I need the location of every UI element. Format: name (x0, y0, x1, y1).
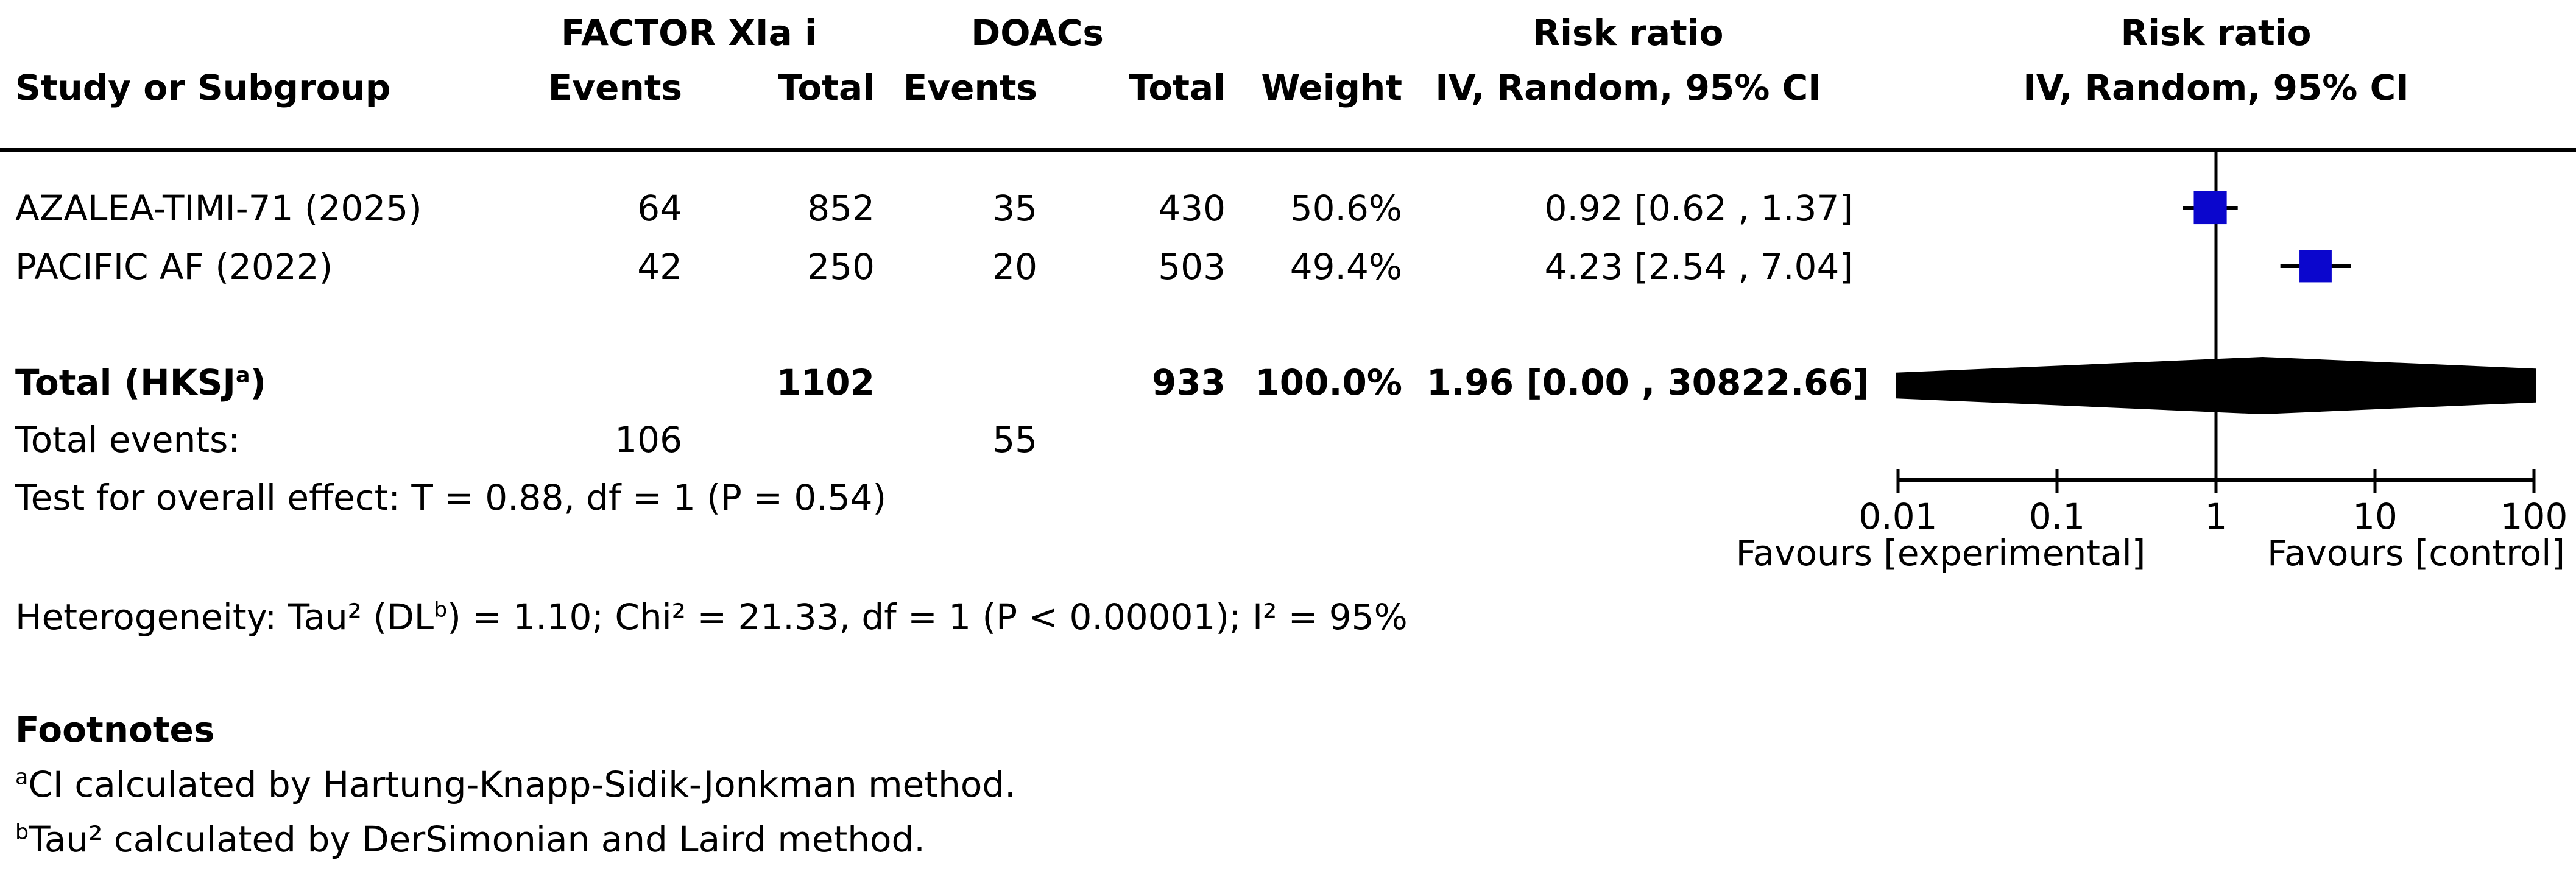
total-weight: 100.0% (1255, 362, 1402, 403)
axis-tick-label: 0.01 (1858, 496, 1938, 537)
exp-events-header: Events (548, 67, 682, 108)
total-events-ctrl: 55 (992, 419, 1037, 460)
method-column-header: IV, Random, 95% CI (1435, 67, 1821, 108)
study-marker-square (2299, 250, 2332, 283)
exp-total-header: Total (778, 67, 875, 108)
favours-control-label: Favours [control] (2267, 532, 2565, 574)
effect-column-title: Risk ratio (1533, 12, 1724, 54)
total-events-label: Total events: (15, 419, 240, 460)
footnote-a: aCI calculated by Hartung-Knapp-Sidik-Jo… (15, 764, 1016, 805)
study-name: AZALEA-TIMI-71 (2025) (15, 188, 422, 229)
exp-total-value: 852 (807, 188, 875, 229)
axis-tick-label: 10 (2352, 496, 2398, 537)
header-separator-line (0, 148, 2576, 152)
weight-header: Weight (1261, 67, 1402, 108)
total-ci-text: 1.96 [0.00 , 30822.66] (1427, 362, 1869, 403)
total-label: Total (HKSJa) (15, 362, 266, 403)
footnote-b: bTau² calculated by DerSimonian and Lair… (15, 819, 925, 860)
exp-total-value: 250 (807, 246, 875, 287)
footnotes-title: Footnotes (15, 709, 215, 750)
favours-experimental-label: Favours [experimental] (1735, 532, 2146, 574)
axis-tick-label: 100 (2500, 496, 2568, 537)
study-column-header: Study or Subgroup (15, 67, 391, 108)
effect-plot-title: Risk ratio (2120, 12, 2312, 54)
group-header-control: DOACs (971, 12, 1104, 54)
axis-tick-label: 0.1 (2028, 496, 2086, 537)
study-name: PACIFIC AF (2022) (15, 246, 333, 287)
weight-value: 49.4% (1290, 246, 1402, 287)
ctrl-total-value: 430 (1158, 188, 1226, 229)
total-events-exp: 106 (615, 419, 682, 460)
weight-value: 50.6% (1290, 188, 1402, 229)
total-exp-n: 1102 (776, 362, 875, 403)
footnote-marker-b: b (15, 820, 29, 845)
exp-events-value: 64 (637, 188, 682, 229)
group-header-experimental: FACTOR XIa i (561, 12, 817, 54)
ci-text-value: 0.92 [0.62 , 1.37] (1544, 188, 1853, 229)
ctrl-events-value: 35 (992, 188, 1037, 229)
ctrl-total-value: 503 (1158, 246, 1226, 287)
summary-diamond (1896, 357, 2536, 414)
method-plot-header: IV, Random, 95% CI (2023, 67, 2409, 108)
ci-text-value: 4.23 [2.54 , 7.04] (1544, 246, 1853, 287)
footnote-marker-b: b (434, 597, 448, 622)
footnote-marker-a: a (15, 765, 29, 790)
footnote-marker-a: a (236, 363, 250, 388)
study-marker-square (2193, 191, 2227, 225)
overall-effect-test: Test for overall effect: T = 0.88, df = … (15, 477, 887, 518)
exp-events-value: 42 (637, 246, 682, 287)
heterogeneity-stats: Heterogeneity: Tau² (DLb) = 1.10; Chi² =… (15, 596, 1408, 638)
ctrl-events-value: 20 (992, 246, 1037, 287)
ctrl-total-header: Total (1129, 67, 1226, 108)
ctrl-events-header: Events (903, 67, 1037, 108)
total-ctrl-n: 933 (1151, 362, 1226, 403)
axis-tick-label: 1 (2204, 496, 2228, 537)
